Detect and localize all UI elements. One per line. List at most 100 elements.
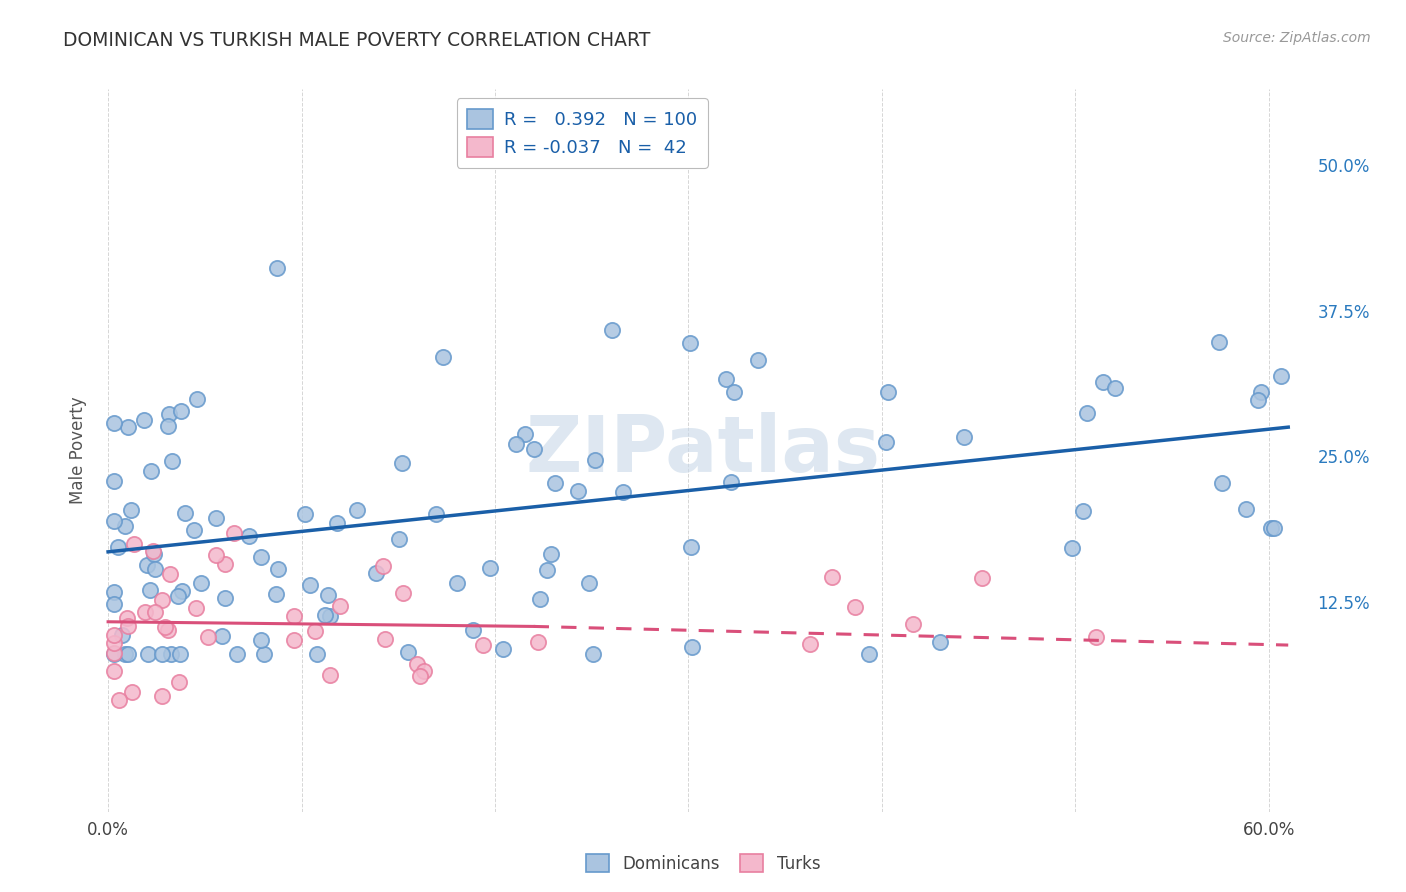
Point (166, 589, 188, 603)
Point (405, 657, 427, 672)
Point (432, 350, 454, 364)
Point (1084, 630, 1107, 644)
Point (527, 635, 550, 649)
Point (953, 430, 976, 444)
Point (267, 562, 290, 576)
Point (319, 608, 342, 623)
Point (567, 484, 589, 499)
Point (250, 550, 273, 565)
Point (117, 619, 139, 633)
Point (190, 575, 212, 590)
Point (523, 442, 546, 456)
Point (111, 628, 134, 642)
Point (107, 541, 129, 555)
Point (1260, 521, 1282, 535)
Point (492, 642, 515, 657)
Point (612, 484, 634, 499)
Point (214, 591, 236, 605)
Point (1076, 406, 1098, 420)
Point (224, 525, 246, 540)
Point (366, 566, 388, 581)
Point (1071, 504, 1094, 518)
Point (250, 633, 273, 648)
Legend: R =   0.392   N = 100, R = -0.037   N =  42: R = 0.392 N = 100, R = -0.037 N = 42 (457, 98, 707, 168)
Point (679, 540, 702, 554)
Point (513, 427, 536, 442)
Point (543, 475, 565, 490)
Point (928, 635, 950, 649)
Point (283, 633, 305, 648)
Point (103, 474, 125, 488)
Point (264, 587, 287, 601)
Point (169, 648, 191, 662)
Point (901, 617, 924, 632)
Point (747, 353, 769, 368)
Point (1270, 368, 1292, 383)
Point (184, 600, 207, 615)
Point (156, 624, 179, 638)
Point (103, 627, 125, 641)
Point (373, 559, 395, 574)
Point (374, 632, 396, 647)
Point (413, 664, 436, 678)
Point (103, 664, 125, 678)
Text: Source: ZipAtlas.com: Source: ZipAtlas.com (1223, 31, 1371, 45)
Point (1250, 385, 1272, 400)
Point (716, 372, 738, 386)
Point (103, 648, 125, 662)
Point (505, 437, 527, 451)
Point (152, 648, 174, 662)
Point (304, 624, 326, 639)
Point (145, 562, 167, 576)
Point (103, 417, 125, 431)
Point (529, 592, 551, 607)
Point (582, 648, 605, 662)
Y-axis label: Male Poverty: Male Poverty (69, 397, 87, 504)
Point (875, 435, 897, 450)
Point (138, 582, 160, 597)
Point (1060, 541, 1083, 555)
Point (103, 584, 125, 599)
Point (536, 563, 558, 577)
Point (108, 692, 131, 706)
Point (150, 690, 173, 704)
Point (540, 548, 562, 562)
Point (253, 648, 276, 662)
Point (211, 629, 233, 643)
Point (1234, 501, 1257, 516)
Point (117, 648, 139, 662)
Text: DOMINICAN VS TURKISH MALE POVERTY CORRELATION CHART: DOMINICAN VS TURKISH MALE POVERTY CORREL… (63, 31, 651, 50)
Point (143, 606, 166, 620)
Point (1104, 381, 1126, 395)
Point (583, 453, 606, 467)
Point (1211, 476, 1233, 491)
Point (316, 588, 339, 602)
Point (877, 384, 900, 399)
Point (150, 592, 173, 607)
Point (103, 597, 125, 611)
Point (346, 503, 368, 517)
Point (471, 638, 494, 652)
Point (326, 516, 349, 531)
Point (799, 637, 821, 651)
Point (204, 548, 226, 562)
Point (142, 543, 165, 558)
Point (197, 630, 219, 644)
Point (425, 508, 447, 522)
Point (183, 523, 205, 537)
Point (134, 605, 156, 619)
Point (299, 578, 322, 592)
Point (388, 532, 411, 546)
Legend: Dominicans, Turks: Dominicans, Turks (579, 847, 827, 880)
Point (124, 537, 146, 551)
Point (159, 567, 181, 582)
Point (392, 586, 415, 600)
Point (226, 648, 249, 662)
Point (283, 608, 305, 623)
Point (409, 669, 432, 683)
Point (132, 412, 155, 426)
Point (681, 640, 703, 655)
Point (115, 611, 138, 625)
Point (117, 419, 139, 434)
Point (167, 674, 190, 689)
